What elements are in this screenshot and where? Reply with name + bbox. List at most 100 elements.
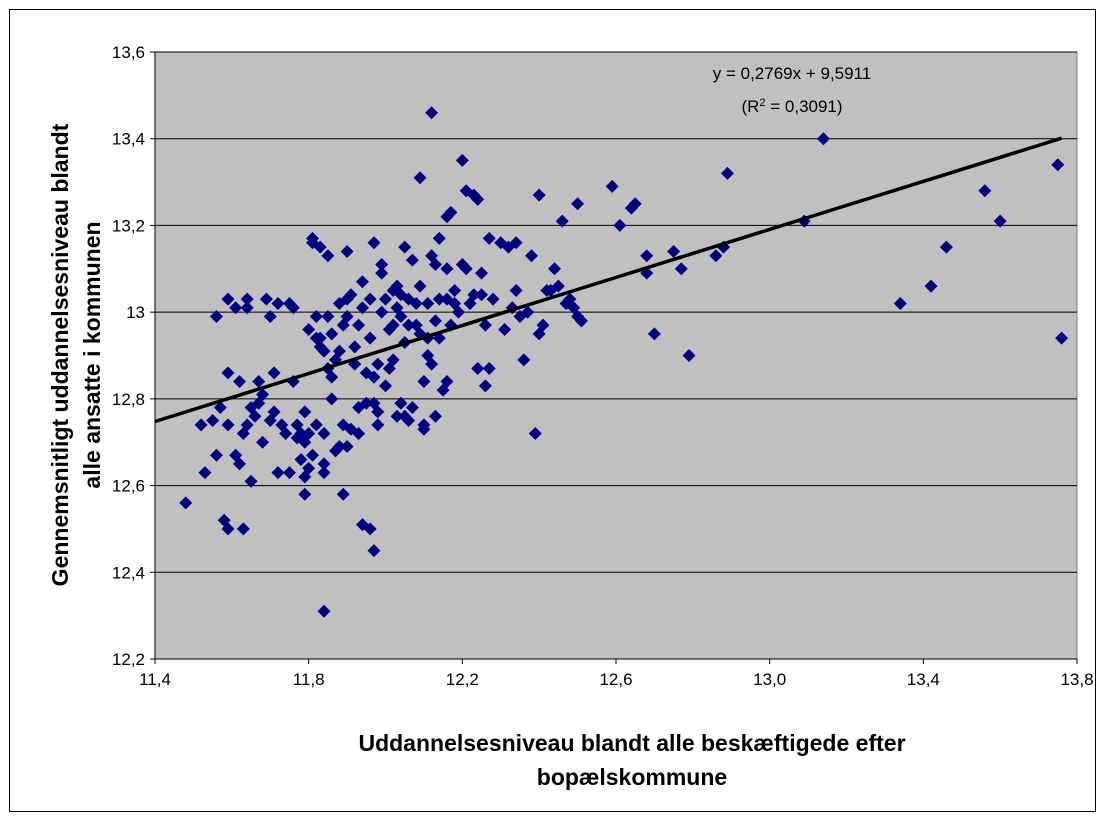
data-point (267, 405, 281, 419)
data-point (321, 249, 335, 263)
data-point (302, 322, 316, 336)
data-point (555, 214, 569, 228)
data-point (363, 522, 377, 536)
data-point (325, 392, 339, 406)
y-tick-label: 13 (126, 303, 145, 322)
data-point (294, 453, 308, 467)
data-point (363, 292, 377, 306)
data-point (313, 331, 327, 345)
y-tick-label: 12,8 (112, 390, 145, 409)
data-point (551, 279, 565, 293)
data-point (405, 401, 419, 415)
data-point (371, 357, 385, 371)
data-point (198, 466, 212, 480)
data-point (425, 357, 439, 371)
data-point (298, 487, 312, 501)
data-point (279, 427, 293, 441)
data-point (939, 240, 953, 254)
data-point (256, 388, 270, 402)
data-point (317, 457, 331, 471)
data-point (417, 375, 431, 389)
x-tick-label: 12,6 (599, 670, 632, 689)
data-point (367, 544, 381, 558)
x-axis-title-line-2: bopælskommune (537, 764, 727, 790)
data-point (317, 427, 331, 441)
data-point (509, 236, 523, 250)
data-point (355, 275, 369, 289)
data-point (317, 604, 331, 618)
data-point (352, 318, 366, 332)
data-point (451, 305, 465, 319)
data-points (179, 106, 1069, 618)
data-point (206, 414, 220, 428)
data-point (229, 301, 243, 315)
data-point (221, 292, 235, 306)
data-point (390, 409, 404, 423)
y-tick-label: 13,4 (112, 130, 145, 149)
data-point (325, 327, 339, 341)
data-point (417, 418, 431, 432)
r-squared-label: (R2 = 0,3091) (741, 97, 842, 116)
data-point (647, 327, 661, 341)
data-point (375, 305, 389, 319)
data-point (256, 435, 270, 449)
data-point (394, 396, 408, 410)
data-point (524, 249, 538, 263)
data-point (340, 244, 354, 258)
data-point (240, 292, 254, 306)
data-point (306, 448, 320, 462)
data-point (332, 440, 346, 454)
data-point (505, 301, 519, 315)
data-point (263, 309, 277, 323)
data-point (352, 427, 366, 441)
data-point (521, 305, 535, 319)
data-point (432, 231, 446, 245)
data-point (359, 396, 373, 410)
data-point (209, 309, 223, 323)
y-axis-title-line-1: Gennemsnitligt uddannelsesniveau blandt (47, 123, 73, 586)
data-point (509, 283, 523, 297)
data-point (467, 288, 481, 302)
data-point (459, 262, 473, 276)
data-point (428, 257, 442, 271)
data-point (221, 418, 235, 432)
data-point (571, 197, 585, 211)
data-point (482, 362, 496, 376)
data-point (248, 409, 262, 423)
data-point (475, 266, 489, 280)
data-point (482, 231, 496, 245)
data-point (286, 301, 300, 315)
data-point (233, 457, 247, 471)
x-tick-label: 11,4 (139, 670, 171, 689)
data-point (536, 318, 550, 332)
data-point (486, 292, 500, 306)
data-point (394, 309, 408, 323)
data-point (221, 522, 235, 536)
data-point (448, 283, 462, 297)
data-point (709, 249, 723, 263)
y-tick-label: 12,4 (112, 563, 145, 582)
data-point (259, 292, 273, 306)
data-point (367, 370, 381, 384)
data-point (432, 292, 446, 306)
data-point (179, 496, 193, 510)
data-point (317, 344, 331, 358)
x-axis-ticks: 11,4 11,8 12,2 12,6 13,0 13,4 13,8 (139, 659, 1094, 689)
y-tick-label: 12,6 (112, 477, 145, 496)
data-point (409, 296, 423, 310)
data-point (667, 244, 681, 258)
data-point (471, 192, 485, 206)
data-point (348, 340, 362, 354)
data-point (379, 379, 392, 393)
data-point (271, 296, 285, 310)
data-point (213, 401, 227, 415)
data-point (421, 296, 435, 310)
data-point (428, 409, 442, 423)
data-point (309, 309, 323, 323)
data-point (605, 179, 619, 193)
data-point (298, 405, 312, 419)
data-point (720, 166, 734, 180)
data-point (340, 309, 354, 323)
data-point (528, 427, 542, 441)
data-point (221, 366, 235, 380)
